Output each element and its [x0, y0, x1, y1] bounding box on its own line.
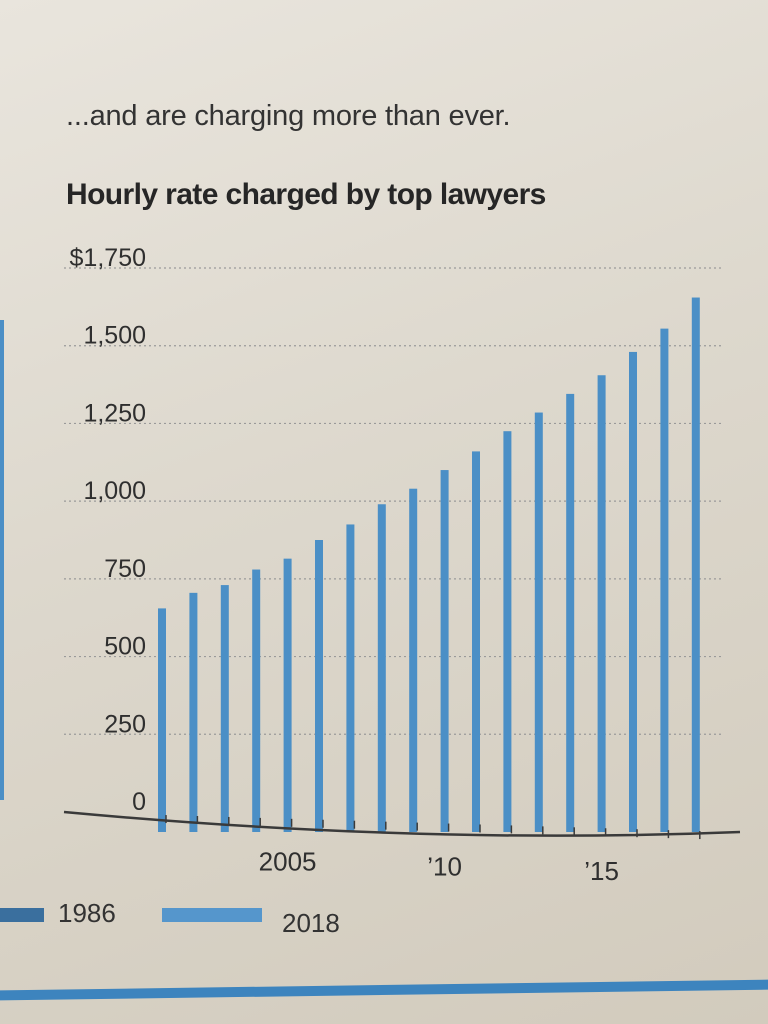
bar: [503, 431, 512, 832]
bar: [220, 585, 229, 832]
legend-label-2018: 2018: [282, 908, 340, 938]
bar: [377, 504, 386, 832]
legend-swatch-1986: [0, 908, 44, 922]
bar: [315, 540, 323, 832]
bar: [409, 488, 418, 832]
bar: [189, 592, 198, 832]
legend-swatch-2018: [162, 908, 262, 922]
y-tick-label: 250: [104, 710, 146, 738]
y-tick-label: 1,250: [83, 399, 146, 427]
bar: [534, 412, 543, 832]
y-tick-label: 1,000: [83, 477, 146, 505]
chart-subtitle: ...and are charging more than ever.: [66, 100, 511, 132]
x-tick-label: ’10: [427, 851, 462, 881]
x-tick-label: 2005: [259, 847, 317, 877]
legend-label-1986: 1986: [58, 898, 116, 928]
y-tick-label: 0: [132, 788, 146, 816]
x-axis-line: [63, 810, 741, 837]
y-tick-label: 750: [104, 555, 146, 583]
bar: [440, 470, 449, 832]
y-tick-label: 1,500: [83, 322, 146, 350]
bar: [158, 608, 166, 832]
bar: [346, 524, 355, 832]
bar: [252, 569, 261, 832]
bar: [629, 351, 637, 832]
bar: [660, 328, 669, 832]
y-tick-label: 500: [104, 633, 146, 661]
bar: [566, 393, 575, 832]
bar: [691, 297, 700, 832]
bar: [283, 558, 292, 832]
adjacent-chart-edge: [0, 320, 4, 800]
bar: [472, 451, 480, 832]
bar: [597, 375, 606, 832]
y-tick-label: $1,750: [70, 244, 146, 272]
chart-title: Hourly rate charged by top lawyers: [66, 178, 546, 211]
x-tick-label: ’15: [584, 856, 619, 886]
